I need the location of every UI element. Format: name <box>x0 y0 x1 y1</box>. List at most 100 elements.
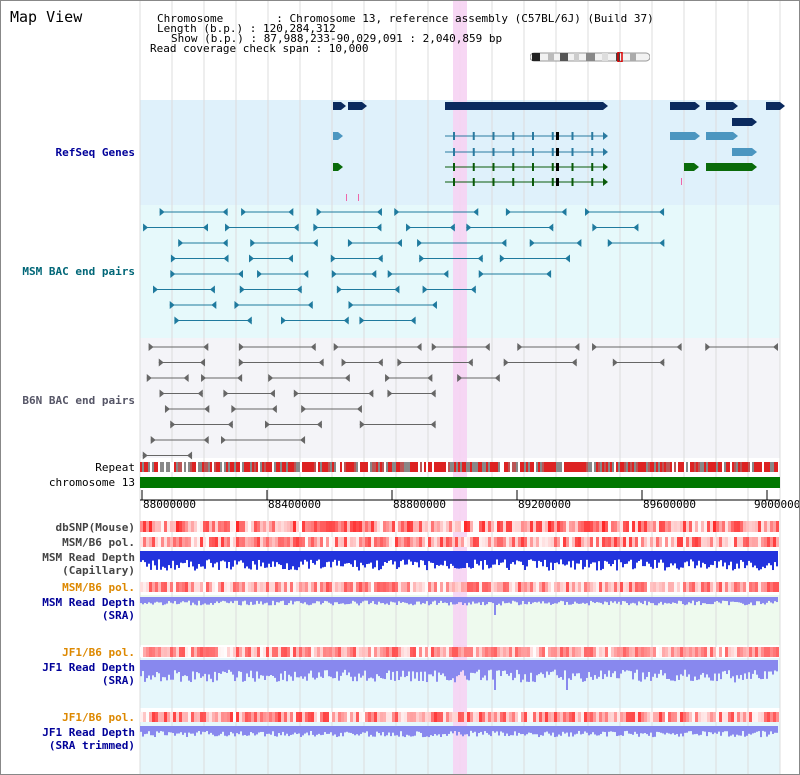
track-label-b6n-bac[interactable]: B6N BAC end pairs <box>22 394 135 407</box>
track-label-msm-depth-capillary[interactable]: MSM Read Depth (Capillary) <box>10 551 135 577</box>
heat-cell <box>593 537 596 547</box>
heat-cell <box>476 712 479 722</box>
depth-bar <box>744 660 746 674</box>
repeat-segment <box>216 462 218 472</box>
heat-cell <box>290 537 293 547</box>
heat-cell <box>452 521 455 532</box>
depth-bar <box>642 660 644 673</box>
heat-cell <box>296 537 299 547</box>
heat-cell <box>659 647 662 657</box>
depth-bar <box>662 551 664 563</box>
track-label-jf1-b6-pol-2[interactable]: JF1/B6 pol. <box>62 711 135 724</box>
bac-end <box>222 239 228 247</box>
depth-bar <box>266 660 268 676</box>
heat-cell <box>728 582 731 592</box>
bac-end <box>183 374 189 382</box>
depth-bar <box>464 597 466 604</box>
heat-cell <box>404 521 407 532</box>
depth-bar <box>416 726 418 732</box>
heat-cell <box>203 712 206 722</box>
track-label-msm-depth-sra[interactable]: MSM Read Depth (SRA) <box>10 596 135 622</box>
depth-bar <box>718 726 720 732</box>
heat-cell <box>227 537 230 547</box>
heat-cell <box>533 712 536 722</box>
heat-cell <box>227 521 230 532</box>
depth-bar <box>182 660 184 677</box>
depth-bar <box>562 551 564 565</box>
depth-bar <box>634 660 636 673</box>
heat-cell <box>473 537 476 547</box>
heat-cell <box>296 582 299 592</box>
track-label-jf1-depth-trimmed[interactable]: JF1 Read Depth (SRA trimmed) <box>10 726 135 752</box>
depth-bar <box>414 660 416 679</box>
depth-bar <box>578 660 580 674</box>
depth-bar <box>430 726 432 736</box>
depth-bar <box>488 551 490 569</box>
depth-bar <box>378 726 380 734</box>
depth-bar <box>312 660 314 678</box>
depth-bar <box>740 726 742 736</box>
heat-cell <box>512 712 515 722</box>
track-label-repeat[interactable]: Repeat <box>95 461 135 474</box>
heat-cell <box>635 647 638 657</box>
repeat-segment <box>698 462 700 472</box>
bac-end <box>288 208 294 216</box>
track-label-refseq[interactable]: RefSeq Genes <box>55 146 135 159</box>
heat-cell <box>326 521 329 532</box>
depth-bar <box>420 551 422 561</box>
depth-bar <box>336 726 338 738</box>
bac-end <box>307 301 313 309</box>
heat-cell <box>485 712 488 722</box>
depth-bar <box>458 551 460 569</box>
depth-bar <box>248 551 250 569</box>
track-label-jf1-b6-pol[interactable]: JF1/B6 pol. <box>62 646 135 659</box>
repeat-segment <box>624 462 626 472</box>
depth-bar <box>170 551 172 569</box>
depth-bar <box>298 726 300 734</box>
track-label-msm-b6-pol-2[interactable]: MSM/B6 pol. <box>62 581 135 594</box>
depth-bar <box>140 551 142 562</box>
repeat-segment <box>492 462 494 472</box>
track-label-dbsnp[interactable]: dbSNP(Mouse) <box>55 521 135 534</box>
heat-cell <box>551 537 554 547</box>
depth-bar <box>160 660 162 682</box>
depth-bar <box>346 726 348 732</box>
heat-cell <box>422 582 425 592</box>
bac-end <box>303 270 309 278</box>
depth-bar <box>528 551 530 560</box>
repeat-segment <box>656 462 658 472</box>
depth-bar <box>254 726 256 736</box>
heat-cell <box>185 712 188 722</box>
depth-bar <box>318 660 320 673</box>
heat-cell <box>167 537 170 547</box>
repeat-segment <box>676 462 678 472</box>
depth-bar <box>644 660 646 680</box>
heat-cell <box>212 712 215 722</box>
depth-bar <box>594 597 596 604</box>
depth-bar <box>692 551 694 562</box>
chromosome-ideogram[interactable] <box>530 52 650 62</box>
heat-cell <box>233 712 236 722</box>
depth-bar <box>586 660 588 678</box>
track-label-jf1-depth-sra[interactable]: JF1 Read Depth (SRA) <box>10 661 135 687</box>
depth-bar <box>620 726 622 736</box>
track-label-chromosome[interactable]: chromosome 13 <box>48 476 135 489</box>
repeat-segment <box>268 462 270 472</box>
heat-cell <box>527 712 530 722</box>
heat-cell <box>614 647 617 657</box>
depth-bar <box>334 597 336 603</box>
track-label-msm-bac[interactable]: MSM BAC end pairs <box>22 265 135 278</box>
depth-bar <box>650 597 652 604</box>
depth-bar <box>732 597 734 602</box>
track-label-msm-b6-pol[interactable]: MSM/B6 pol. <box>62 536 135 549</box>
depth-bar <box>436 726 438 736</box>
heat-cell <box>197 647 200 657</box>
heat-cell <box>701 537 704 547</box>
depth-bar <box>576 597 578 604</box>
repeat-segment <box>188 462 190 472</box>
depth-bar <box>216 726 218 737</box>
depth-bar <box>454 726 456 732</box>
heat-cell <box>695 647 698 657</box>
depth-bar <box>262 551 264 563</box>
